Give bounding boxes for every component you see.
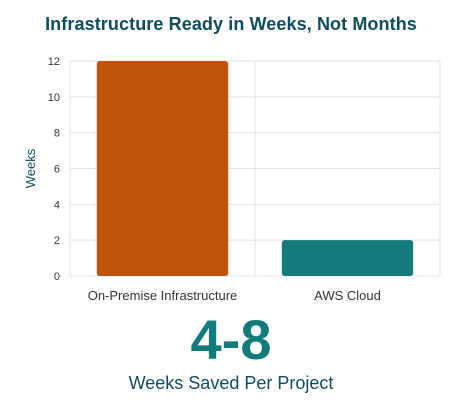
x-category-label: AWS Cloud — [314, 288, 381, 303]
y-tick-label: 8 — [54, 128, 60, 140]
y-tick-label: 0 — [54, 271, 60, 283]
y-axis-title: Weeks — [23, 148, 38, 188]
weeks-saved-value: 4-8 — [190, 308, 272, 371]
chart-title: Infrastructure Ready in Weeks, Not Month… — [45, 14, 417, 34]
y-tick-label: 4 — [54, 199, 60, 211]
bar-chart: 0 2 4 6 8 10 12 On-Premise Infrastructure AWS Cl… — [23, 56, 441, 303]
weeks-saved-label: Weeks Saved Per Project — [128, 373, 334, 393]
bar-1 — [96, 61, 229, 276]
x-category-label: On-Premise Infrastructure — [88, 288, 238, 303]
y-tick-label: 12 — [48, 56, 60, 68]
y-tick-label: 2 — [54, 235, 60, 247]
y-tick-label: 10 — [48, 92, 60, 104]
bar-2 — [281, 240, 414, 276]
y-tick-label: 6 — [54, 164, 60, 176]
